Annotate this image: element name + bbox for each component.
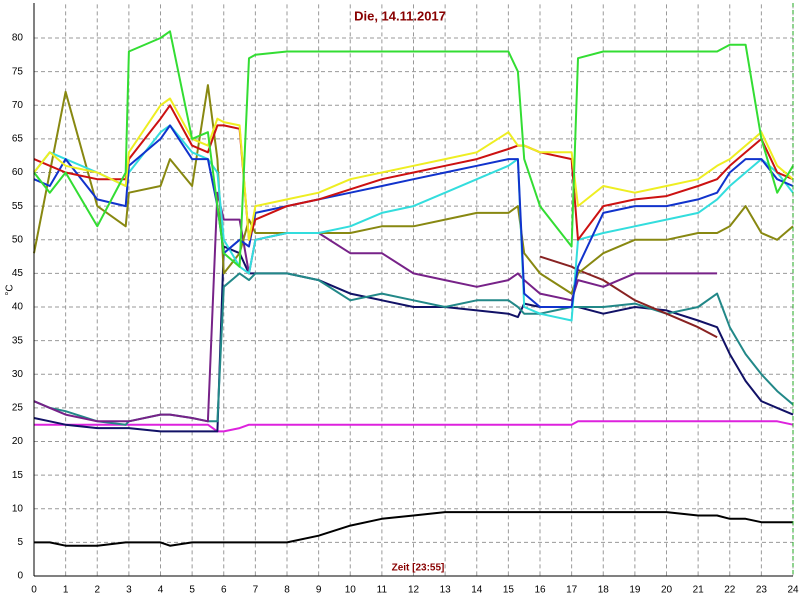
x-tick-label: 9 [316, 585, 322, 596]
x-tick-label: 2 [94, 585, 100, 596]
y-tick-label: 30 [12, 369, 24, 380]
y-tick-label: 60 [12, 167, 24, 178]
series-line [34, 511, 793, 547]
x-tick-label: 15 [503, 585, 515, 596]
x-tick-label: 18 [598, 585, 610, 596]
x-tick-label: 17 [566, 585, 578, 596]
lines [33, 30, 794, 547]
y-tick-label: 0 [17, 571, 23, 582]
y-tick-label: 45 [12, 268, 24, 279]
series-line [33, 97, 794, 241]
x-tick-label: 12 [408, 585, 420, 596]
x-tick-label: 13 [440, 585, 452, 596]
y-tick-label: 10 [12, 503, 24, 514]
x-tick-label: 16 [534, 585, 546, 596]
y-tick-label: 15 [12, 470, 24, 481]
x-tick-label: 7 [253, 585, 259, 596]
y-tick-label: 80 [12, 33, 24, 44]
series-line [33, 30, 794, 268]
x-tick-label: 8 [284, 585, 290, 596]
x-tick-label: 4 [158, 585, 164, 596]
y-tick-label: 55 [12, 201, 24, 212]
series-line [33, 245, 794, 433]
series-line [539, 255, 718, 339]
x-tick-label: 23 [756, 585, 768, 596]
x-tick-label: 6 [221, 585, 227, 596]
y-tick-label: 50 [12, 234, 24, 245]
y-tick-label: 5 [17, 537, 23, 548]
x-tick-label: 11 [377, 585, 388, 596]
x-tick-label: 10 [345, 585, 357, 596]
chart-title: Die, 14.11.2017 [354, 8, 446, 23]
x-tick-label: 0 [31, 585, 37, 596]
series-line [33, 124, 794, 322]
y-tick-label: 70 [12, 100, 24, 111]
x-tick-label: 14 [471, 585, 483, 596]
series-line [33, 104, 794, 241]
y-tick-label: 25 [12, 403, 24, 414]
x-tick-label: 24 [787, 585, 799, 596]
y-axis-label: °C [5, 284, 16, 295]
x-tick-label: 20 [661, 585, 673, 596]
x-tick-label: 22 [724, 585, 736, 596]
x-tick-label: 5 [189, 585, 195, 596]
series-line [33, 84, 794, 295]
x-axis-label: Zeit [23:55] [392, 563, 445, 574]
series-line [34, 420, 794, 433]
y-tick-label: 65 [12, 134, 24, 145]
y-tick-label: 20 [12, 436, 24, 447]
x-tick-label: 21 [693, 585, 705, 596]
x-tick-label: 1 [63, 585, 69, 596]
series-line [33, 124, 794, 308]
x-tick-label: 3 [126, 585, 132, 596]
y-tick-label: 35 [12, 335, 24, 346]
x-tick-label: 19 [629, 585, 641, 596]
y-tick-label: 75 [12, 66, 24, 77]
y-tick-label: 40 [12, 302, 24, 313]
